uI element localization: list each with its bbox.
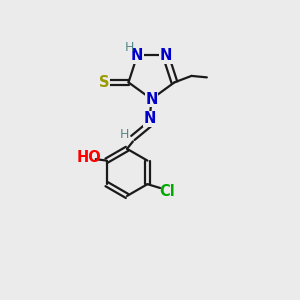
Text: N: N (160, 48, 172, 63)
Text: N: N (144, 111, 156, 126)
Text: HO: HO (76, 150, 101, 165)
Text: N: N (131, 48, 143, 63)
Text: Cl: Cl (159, 184, 175, 199)
Text: N: N (145, 92, 158, 106)
Text: H: H (120, 128, 129, 141)
Text: H: H (124, 40, 134, 54)
Text: S: S (99, 75, 109, 90)
